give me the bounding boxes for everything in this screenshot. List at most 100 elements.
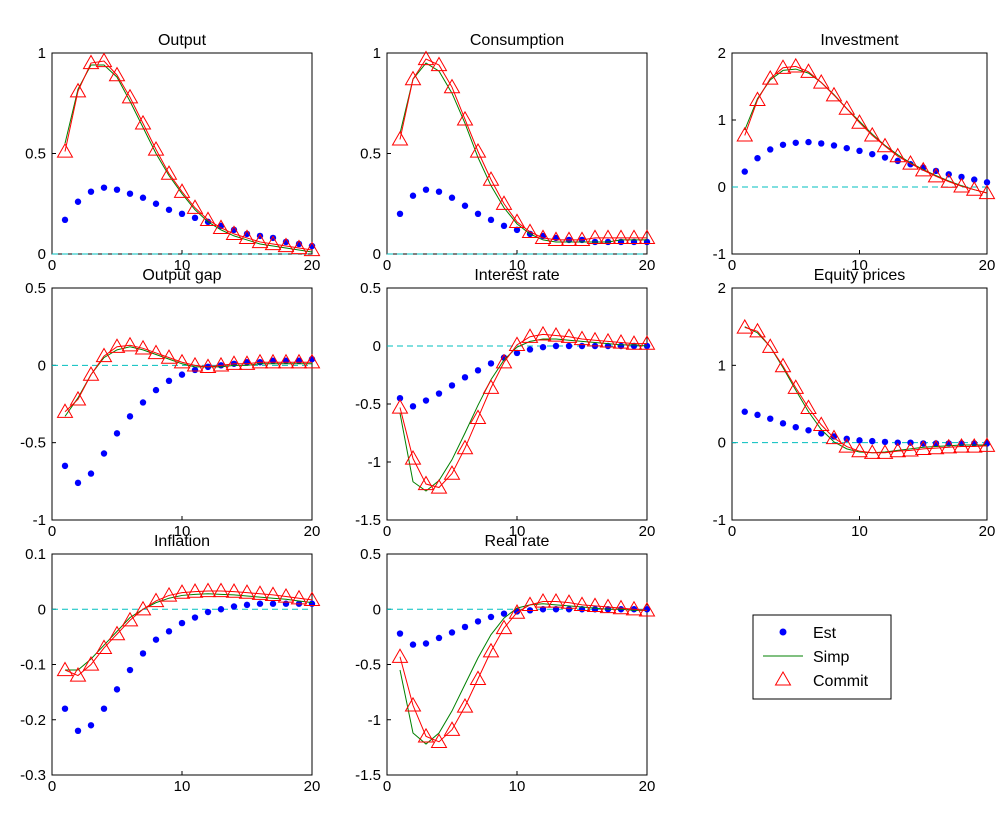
equity-prices-ytick-label: 1 [718,357,726,374]
interest-rate-est-point [487,360,495,367]
output-commit-point [238,229,256,245]
consumption-panel: Consumption 0 10 20 0 0.5 1 [360,32,656,274]
inflation-commit-point [290,589,308,605]
interest-rate-panel: Interest rate 0 10 20 -1.5 -1 -0.5 0 0.5 [355,267,656,540]
interest-rate-xtick-label: 10 [509,523,526,540]
equity-prices-commit-point [800,399,817,414]
inflation-est-point [100,705,108,712]
consumption-commit-point [638,229,656,245]
output-gap-commit-point [186,356,204,372]
inflation-commit-point [212,582,230,598]
output-ytick-label: 0 [38,246,46,263]
equity-prices-est-point [754,411,761,419]
real-rate-commit-point [469,670,487,685]
investment-commit-point [889,147,907,163]
output-commit-point [147,140,165,156]
equity-prices-ytick-label: -1 [713,512,726,529]
investment-commit-point [940,173,958,188]
real-rate-commit-point [443,721,461,736]
investment-est-point [754,154,761,162]
real-rate-commit-point [638,601,656,617]
interest-rate-commit-point [573,330,591,346]
consumption-simp-line [399,62,647,243]
inflation-title: Inflation [154,533,210,550]
output-xtick-label: 0 [48,257,56,274]
output-gap-commit-point [199,358,217,374]
investment-xtick-label: 10 [851,257,868,274]
equity-prices-est-point [881,438,889,446]
investment-est-point [983,179,991,186]
real-rate-est-point [448,629,456,636]
output-commit-point [264,235,282,251]
investment-title: Investment [820,32,899,49]
interest-rate-commit-point [495,353,513,369]
interest-rate-est-point [604,342,612,350]
output-gap-ytick-label: -1 [33,512,46,529]
real-rate-est-point [539,606,547,613]
interest-rate-est-point [396,395,404,402]
investment-commit-point [749,91,766,107]
consumption-commit-point [521,223,539,239]
interest-rate-commit-point [547,327,565,342]
output-commit-point [290,239,308,255]
inflation-est-point [113,686,121,693]
real-rate-xtick-label: 20 [639,778,656,795]
investment-est-point [741,168,748,175]
inflation-ytick-label: -0.2 [20,712,46,729]
real-rate-commit-point [456,697,474,713]
equity-prices-commit-point [812,416,830,432]
consumption-commit-point [495,195,513,210]
output-est-point [74,198,82,205]
inflation-est-point [61,705,69,712]
output-commit-point [134,114,152,130]
output-gap-ytick-label: -0.5 [20,435,46,452]
interest-rate-est-point [539,343,547,351]
output-gap-axes-frame [51,287,313,521]
interest-rate-commit-point [560,328,578,343]
investment-simp-line [744,68,988,194]
inflation-commit-point [251,585,269,600]
real-rate-est-point [565,606,573,613]
investment-commit-point [876,137,894,153]
investment-ytick-label: 2 [718,45,726,62]
consumption-commit-point [469,142,487,158]
investment-commit-point [851,114,868,129]
interest-rate-est-point [552,342,560,350]
consumption-commit-point [560,231,578,247]
output-gap-est-point [191,366,199,374]
output-commit-point [95,52,113,68]
equity-prices-est-point [741,408,748,415]
output-gap-title: Output gap [142,267,221,284]
legend-est-marker [779,628,787,636]
equity-prices-commit-point [774,357,792,373]
interest-rate-commit-point [404,450,422,465]
consumption-xtick-label: 0 [383,257,391,274]
investment-est-point [830,142,838,149]
investment-est-point [958,173,965,181]
interest-rate-est-point [435,390,443,397]
investment-commit-point [978,184,996,200]
output-gap-est-point [100,450,108,457]
investment-ytick-label: -1 [713,246,726,263]
interest-rate-commit-point [638,335,656,350]
investment-ytick-label: 1 [718,112,726,129]
interest-rate-est-point [578,342,586,350]
interest-rate-est-point [474,367,482,374]
inflation-est-point [74,727,82,734]
consumption-commit-point [430,56,448,72]
investment-commit-point [953,177,970,193]
investment-est-point [856,147,863,155]
output-gap-commit-point [303,353,321,369]
equity-prices-est-point [869,437,876,445]
consumption-commit-point [534,229,552,245]
output-gap-commit-point [82,366,100,381]
investment-commit-point [787,57,805,73]
consumption-commit-point [482,171,500,186]
inflation-est-point [269,600,277,607]
real-rate-title: Real rate [485,533,550,550]
inflation-xtick-label: 20 [304,778,321,795]
equity-prices-commit-point [940,438,958,454]
investment-commit-point [914,161,932,177]
equity-prices-commit-point [838,438,856,453]
